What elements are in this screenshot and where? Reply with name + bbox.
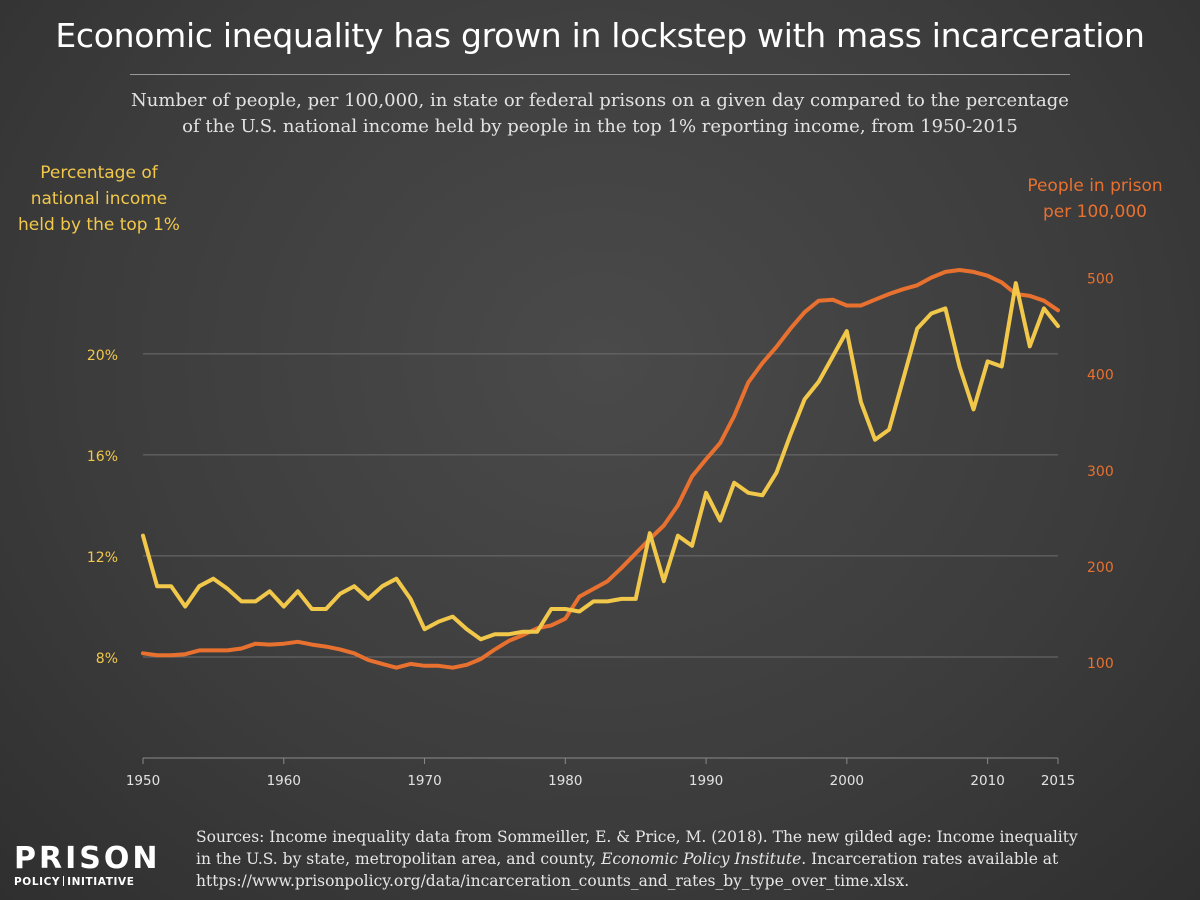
left-axis-ticks: 8% 12% 16% 20% — [87, 348, 118, 667]
title-divider — [130, 74, 1070, 75]
sources-line-2: in the U.S. by state, metropolitan area,… — [196, 848, 1156, 870]
left-tick-label: 8% — [96, 651, 118, 667]
right-tick-label: 400 — [1087, 368, 1114, 384]
left-axis-title: Percentage of national income held by th… — [8, 160, 190, 238]
x-tick-label: 1980 — [548, 773, 582, 789]
left-axis-title-line-3: held by the top 1% — [18, 215, 180, 235]
subtitle-line-2: of the U.S. national income held by peop… — [182, 116, 1018, 137]
sources-publisher: Economic Policy Institute — [601, 850, 802, 868]
x-tick-label: 2010 — [970, 773, 1004, 789]
right-tick-label: 100 — [1087, 656, 1114, 672]
left-axis-title-line-1: Percentage of — [40, 163, 158, 183]
right-axis-title-line-1: People in prison — [1027, 176, 1163, 196]
right-tick-label: 500 — [1087, 272, 1114, 288]
logo-word-policy: POLICY — [14, 876, 61, 888]
sources-line-1: Sources: Income inequality data from Som… — [196, 828, 1078, 846]
right-axis-title-line-2: per 100,000 — [1043, 202, 1147, 222]
series-line-top1-income — [141, 281, 1060, 642]
left-tick-label: 16% — [87, 449, 118, 465]
sources-note: Sources: Income inequality data from Som… — [196, 826, 1156, 892]
right-axis-ticks: 100 200 300 400 500 — [1087, 272, 1114, 672]
sources-line-2-text-b: . Incarceration rates available at — [801, 850, 1059, 868]
x-tick-label: 1970 — [407, 773, 441, 789]
left-axis-title-line-2: national income — [30, 189, 168, 209]
chart-title: Economic inequality has grown in lockste… — [55, 16, 1145, 55]
logo-word-initiative: INITIATIVE — [67, 876, 135, 888]
series-line-prison-rate — [141, 268, 1060, 670]
x-tick-label: 2000 — [830, 773, 864, 789]
gridlines — [143, 353, 1058, 658]
x-tick-label: 1950 — [126, 773, 160, 789]
left-tick-label: 20% — [87, 348, 118, 364]
right-axis-title: People in prison per 100,000 — [1020, 173, 1170, 225]
x-tick-label: 1990 — [689, 773, 723, 789]
logo-subline: POLICY INITIATIVE — [14, 876, 160, 888]
logo-word-prison: PRISON — [14, 841, 161, 876]
sources-line-2-text-a: in the U.S. by state, metropolitan area,… — [196, 850, 602, 868]
right-tick-label: 200 — [1087, 560, 1114, 576]
left-tick-label: 12% — [87, 550, 118, 566]
x-tick-label: 1960 — [267, 773, 301, 789]
sources-url: https://www.prisonpolicy.org/data/incarc… — [196, 872, 910, 890]
subtitle-line-1: Number of people, per 100,000, in state … — [131, 90, 1069, 111]
x-axis-ticks: 1950 1960 1970 1980 1990 2000 2010 2015 — [126, 758, 1075, 789]
logo-separator — [63, 876, 65, 886]
x-tick-label: 2015 — [1041, 773, 1075, 789]
right-tick-label: 300 — [1087, 464, 1114, 480]
prison-policy-initiative-logo: PRISON POLICY INITIATIVE — [14, 841, 161, 889]
chart-subtitle: Number of people, per 100,000, in state … — [110, 88, 1090, 140]
